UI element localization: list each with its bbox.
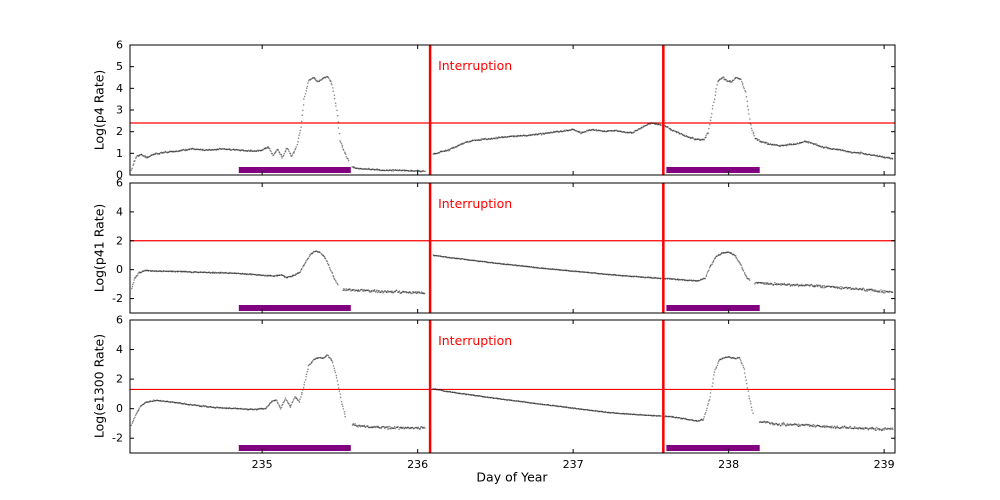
y-tick-label: 2: [116, 234, 123, 247]
y-tick-label: 5: [116, 60, 123, 73]
y-tick-label: 6: [116, 39, 123, 52]
event-bar: [666, 445, 760, 451]
y-tick-label: 0: [116, 169, 123, 182]
panel-border: [129, 44, 896, 176]
x-axis-label: Day of Year: [476, 469, 548, 485]
y-axis-label-p41-rate: Log(p41 Rate): [91, 203, 107, 293]
x-tick-label: 236: [407, 458, 428, 471]
y-tick-label: 2: [116, 373, 123, 386]
y-tick-label: 1: [116, 147, 123, 160]
y-tick-label: 4: [116, 82, 123, 95]
y-tick-label: 4: [116, 343, 123, 356]
interruption-label: Interruption: [438, 58, 512, 73]
event-bar: [238, 305, 351, 311]
panel-2: Interruption 235 236 237 238 239 -2 0 2 4 6: [112, 314, 896, 471]
y-axis-label-p4-rate: Log(p4 Rate): [91, 69, 107, 151]
event-bar: [666, 167, 760, 173]
panel-0: Interruption 0 1 2 3 4 5 6: [116, 39, 896, 182]
event-bar: [666, 305, 760, 311]
event-bar: [238, 167, 351, 173]
event-bar: [238, 445, 351, 451]
y-axis-label-e1300-rate: Log(e1300 Rate): [91, 333, 107, 439]
y-tick-label: 0: [116, 263, 123, 276]
y-tick-label: 3: [116, 104, 123, 117]
y-tick-label: 0: [116, 402, 123, 415]
y-tick-label: 4: [116, 205, 123, 218]
x-tick-label: 235: [252, 458, 273, 471]
panel-border: [129, 319, 896, 454]
y-tick-label: 2: [116, 125, 123, 138]
x-tick-label: 238: [718, 458, 739, 471]
panel-border: [129, 182, 896, 314]
y-tick-label: 6: [116, 314, 123, 327]
interruption-label: Interruption: [438, 196, 512, 211]
panel-1: Interruption -2 0 2 4 6: [112, 177, 896, 314]
x-tick-label: 237: [563, 458, 584, 471]
x-tick-label: 239: [874, 458, 895, 471]
y-tick-label: 6: [116, 177, 123, 190]
y-tick-label: -2: [112, 292, 123, 305]
y-tick-label: -2: [112, 432, 123, 445]
interruption-label: Interruption: [438, 333, 512, 348]
